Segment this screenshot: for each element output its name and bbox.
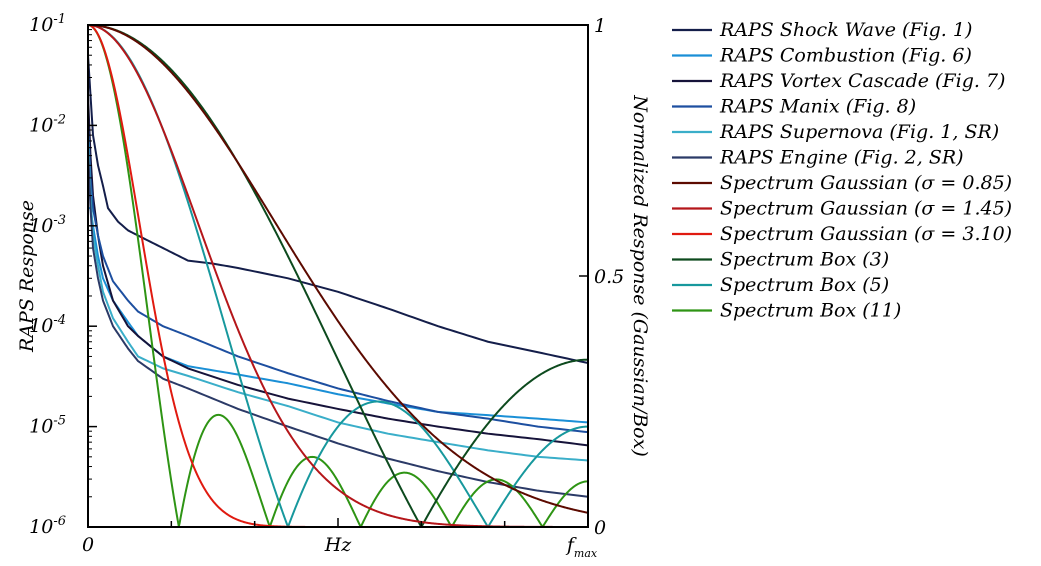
axes-frame — [87, 24, 589, 528]
series-line-9 — [88, 25, 588, 527]
legend-label-7: Spectrum Gaussian (σ = 1.45) — [720, 198, 1012, 220]
x-end-label: fmax — [565, 534, 598, 560]
axis-ticks: 10-1 10-2 10-3 10-4 10-5 10-6 1 0.5 0 0 Hz fmax RAPS… — [16, 12, 651, 560]
series-line-4 — [88, 134, 588, 462]
series-line-8 — [88, 25, 588, 527]
y-left-tick-label: 10-3 — [29, 213, 66, 237]
legend-label-2: RAPS Vortex Cascade (Fig. 7) — [719, 70, 1005, 92]
y-left-axis-title: RAPS Response — [16, 200, 38, 353]
series-line-10 — [88, 25, 588, 527]
y-right-tick-label: 0.5 — [594, 266, 624, 288]
y-right-tick-label: 0 — [594, 517, 606, 539]
series-line-6 — [88, 25, 588, 514]
legend-label-0: RAPS Shock Wave (Fig. 1) — [719, 19, 972, 41]
legend-label-6: Spectrum Gaussian (σ = 0.85) — [720, 172, 1012, 194]
y-left-tick-label: 10-5 — [29, 414, 66, 438]
legend-label-9: Spectrum Box (3) — [720, 249, 889, 271]
y-left-tick-label: 10-4 — [29, 313, 66, 337]
legend-label-11: Spectrum Box (11) — [720, 300, 901, 322]
y-right-tick-label: 1 — [594, 15, 606, 37]
series-line-7 — [88, 25, 588, 527]
series-layer — [88, 25, 588, 527]
legend-label-4: RAPS Supernova (Fig. 1, SR) — [719, 121, 999, 143]
series-line-11 — [88, 25, 588, 527]
series-line-0 — [88, 54, 588, 364]
series-line-3 — [88, 124, 588, 434]
x-axis-title: Hz — [324, 534, 353, 556]
y-right-axis-title: Normalized Response (Gaussian/Box) — [629, 94, 651, 457]
legend-label-3: RAPS Manix (Fig. 8) — [719, 96, 916, 118]
y-left-tick-label: 10-1 — [29, 12, 66, 36]
series-line-1 — [88, 207, 588, 424]
legend: RAPS Shock Wave (Fig. 1) RAPS Combustion … — [672, 19, 1012, 322]
legend-label-10: Spectrum Box (5) — [720, 274, 889, 296]
y-left-tick-label: 10-2 — [29, 112, 66, 136]
legend-label-5: RAPS Engine (Fig. 2, SR) — [719, 147, 964, 169]
series-line-5 — [88, 146, 588, 498]
plot-frame — [87, 24, 589, 528]
y-left-tick-label: 10-6 — [29, 514, 66, 538]
legend-label-1: RAPS Combustion (Fig. 6) — [719, 45, 972, 67]
series-line-2 — [88, 94, 588, 447]
x-start-label: 0 — [82, 534, 94, 556]
legend-label-8: Spectrum Gaussian (σ = 3.10) — [720, 223, 1012, 245]
